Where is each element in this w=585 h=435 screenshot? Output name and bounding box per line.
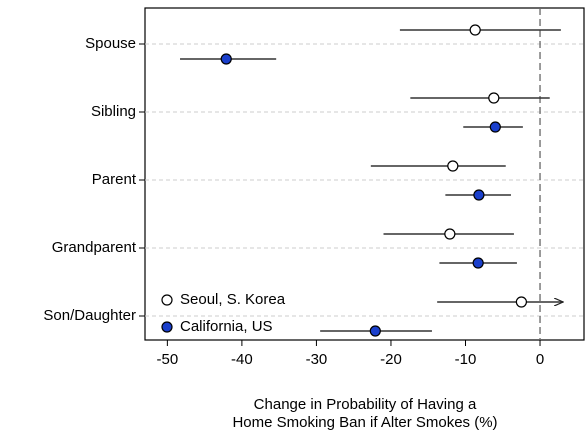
- x-tick-label: -10: [455, 351, 477, 368]
- point: [515, 296, 527, 308]
- plot-frame: [144, 7, 585, 341]
- legend-marker: [161, 294, 173, 306]
- y-tick-label: Grandparent: [52, 239, 137, 256]
- point: [369, 325, 381, 337]
- x-axis-label: Change in Probability of Having a: [254, 396, 477, 413]
- point: [489, 121, 501, 133]
- point: [472, 257, 484, 269]
- y-tick-label: Sibling: [91, 103, 136, 120]
- y-tick-label: Parent: [92, 171, 137, 188]
- x-axis-label: Home Smoking Ban if Alter Smokes (%): [232, 414, 497, 431]
- legend-marker: [161, 321, 173, 333]
- x-tick-label: -40: [231, 351, 253, 368]
- point: [469, 24, 481, 36]
- x-tick-label: -30: [306, 351, 328, 368]
- point: [473, 189, 485, 201]
- legend-label: California, US: [180, 318, 273, 335]
- point: [447, 160, 459, 172]
- legend-label: Seoul, S. Korea: [180, 291, 286, 308]
- x-tick-label: -50: [157, 351, 179, 368]
- y-tick-label: Spouse: [85, 35, 136, 52]
- point: [220, 53, 232, 65]
- x-tick-label: -20: [380, 351, 402, 368]
- point: [444, 228, 456, 240]
- x-tick-label: 0: [536, 351, 544, 368]
- point: [488, 92, 500, 104]
- y-tick-label: Son/Daughter: [43, 307, 136, 324]
